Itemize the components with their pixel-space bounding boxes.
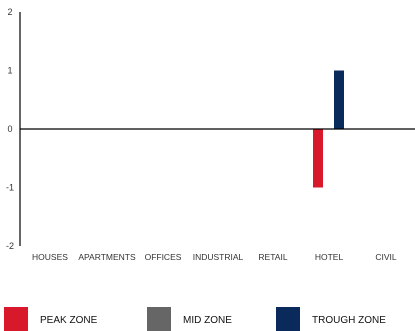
x-tick-label: CIVIL	[375, 252, 397, 262]
x-axis-labels: HOUSES APARTMENTS OFFICES INDUSTRIAL RETAIL H…	[32, 252, 397, 262]
x-tick-label: HOTEL	[315, 252, 344, 262]
y-tick-label: -2	[6, 241, 14, 251]
legend-swatch-peak-zone	[4, 307, 28, 331]
bar-peak-zone-hotel	[313, 129, 323, 188]
bar-trough-zone-hotel	[334, 70, 344, 129]
x-tick-label: OFFICES	[145, 252, 182, 262]
y-tick-label: 1	[7, 66, 12, 76]
legend-swatch-mid-zone	[147, 307, 171, 331]
legend-label-trough-zone: TROUGH ZONE	[312, 315, 386, 326]
bars	[313, 70, 344, 188]
y-tick-label: -1	[6, 183, 14, 193]
legend-label-mid-zone: MID ZONE	[183, 315, 232, 326]
legend: PEAK ZONE MID ZONE TROUGH ZONE	[4, 307, 386, 331]
y-tick-label: 0	[7, 124, 12, 134]
x-tick-label: INDUSTRIAL	[193, 252, 244, 262]
x-tick-label: APARTMENTS	[78, 252, 136, 262]
legend-label-peak-zone: PEAK ZONE	[40, 315, 98, 326]
legend-swatch-trough-zone	[276, 307, 300, 331]
y-axis-ticks: -2 -1 0 1 2	[6, 7, 14, 251]
x-tick-label: RETAIL	[258, 252, 287, 262]
x-tick-label: HOUSES	[32, 252, 68, 262]
y-tick-label: 2	[7, 7, 12, 17]
